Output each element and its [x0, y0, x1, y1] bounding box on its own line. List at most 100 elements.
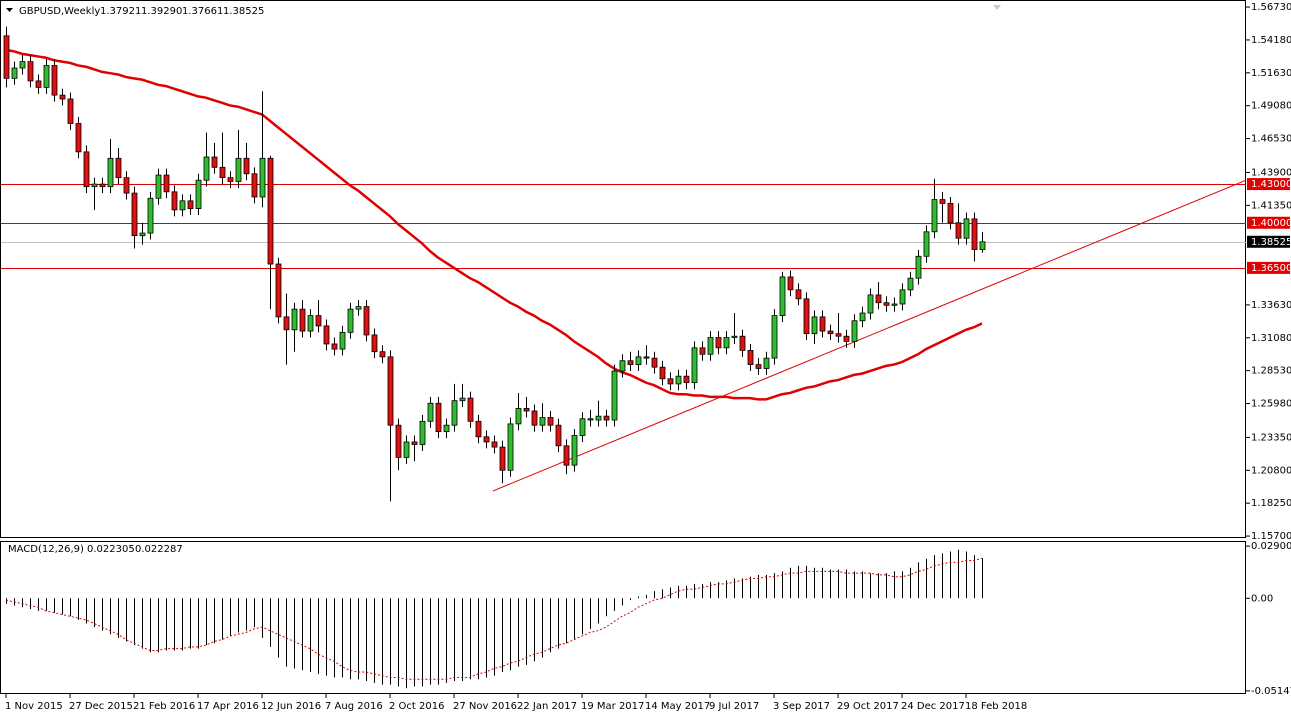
candle-body [155, 174, 162, 199]
candle-body [747, 350, 754, 365]
candle-body [611, 370, 618, 421]
candle-body [843, 335, 850, 342]
candle-body [227, 177, 234, 182]
y-tick-label: 0.029008 [1251, 541, 1291, 552]
candle-body [187, 200, 194, 209]
candle-body [659, 366, 666, 380]
ohlc-low: 1.37661 [182, 6, 223, 17]
candle-body [779, 276, 786, 316]
candle-body [339, 331, 346, 350]
candle-body [771, 315, 778, 359]
candle-body [483, 436, 490, 443]
candle-body [635, 356, 642, 365]
candle-body [867, 294, 874, 314]
candle-body [299, 308, 306, 332]
y-tick-label: 1.20800 [1251, 465, 1291, 476]
candle-body [411, 441, 418, 445]
candle-body [651, 357, 658, 368]
signal-line [5, 557, 983, 680]
x-tick-label: 29 Oct 2017 [837, 701, 899, 712]
candle-body [267, 157, 274, 265]
indicator-panel [0, 541, 1246, 694]
candle-body [579, 418, 586, 436]
candle-body [851, 320, 858, 342]
candle-body [331, 343, 338, 350]
candle-body [259, 157, 266, 198]
moving-average [5, 48, 983, 401]
candle-body [219, 166, 226, 179]
candle-body [371, 334, 378, 353]
candle-body [203, 156, 210, 181]
candle-body [531, 410, 538, 426]
candle-body [19, 61, 26, 69]
candle-body [971, 218, 978, 250]
candle-body [931, 199, 938, 233]
candle-body [139, 232, 146, 237]
candle-body [195, 179, 202, 209]
candle-body [35, 80, 42, 88]
x-tick-label: 27 Nov 2016 [453, 701, 517, 712]
candle-body [859, 312, 866, 322]
candle-body [915, 255, 922, 279]
candle-body [363, 306, 370, 336]
menu-arrow[interactable] [6, 8, 13, 12]
candle-body [563, 445, 570, 466]
chart-title: GBPUSD,Weekly [19, 6, 100, 17]
candle-body [715, 337, 722, 349]
candle-body [923, 231, 930, 257]
candle-body [323, 325, 330, 345]
candle-body [979, 241, 986, 250]
last-price-label: 1.38525 [1251, 237, 1291, 248]
candle-body [523, 408, 530, 412]
x-tick-label: 24 Dec 2017 [901, 701, 965, 712]
candle-body [699, 347, 706, 355]
candle-body [251, 173, 258, 198]
candle-body [59, 94, 66, 100]
candle-body [443, 424, 450, 433]
candle-body [939, 199, 946, 204]
candle-body [11, 67, 18, 79]
candle-body [667, 378, 674, 385]
candle-body [403, 441, 410, 458]
y-tick-label: 1.23350 [1251, 432, 1291, 443]
y-tick-label: 1.43900 [1251, 167, 1291, 178]
x-tick-label: 27 Dec 2015 [69, 701, 133, 712]
candle-body [675, 375, 682, 385]
y-tick-label: 1.18250 [1251, 498, 1291, 509]
candle-body [459, 397, 466, 402]
candle-body [3, 35, 10, 79]
ohlc-high: 1.39290 [141, 6, 182, 17]
candle-body [171, 191, 178, 211]
candle-body [91, 183, 98, 188]
candle-body [723, 337, 730, 349]
candle-body [387, 356, 394, 426]
candle-body [43, 65, 50, 88]
level-tag-label: 1.36500 [1251, 263, 1291, 274]
x-tick-label: 21 Feb 2016 [133, 701, 195, 712]
candle-body [619, 360, 626, 372]
candle-body [963, 218, 970, 239]
candle-body [131, 192, 138, 237]
candle-body [603, 415, 610, 421]
level-tag [1247, 178, 1290, 191]
shift-marker [993, 5, 1001, 10]
candle-body [515, 408, 522, 425]
x-tick-label: 3 Sep 2017 [773, 701, 830, 712]
candle-body [595, 415, 602, 421]
x-tick-label: 18 Feb 2018 [965, 701, 1027, 712]
y-tick-label: 1.25980 [1251, 399, 1291, 410]
candle-body [955, 222, 962, 239]
candle-body [123, 177, 130, 194]
candle-body [627, 360, 634, 365]
candle-body [347, 308, 354, 333]
candle-body [395, 424, 402, 458]
candle-body [835, 333, 842, 337]
level-tag-label: 1.40000 [1251, 218, 1291, 229]
x-tick-label: 14 May 2017 [645, 701, 710, 712]
candle-body [307, 315, 314, 332]
y-tick-label: 1.15700 [1251, 531, 1291, 542]
y-tick-label: 1.33630 [1251, 300, 1291, 311]
candle-body [467, 397, 474, 422]
